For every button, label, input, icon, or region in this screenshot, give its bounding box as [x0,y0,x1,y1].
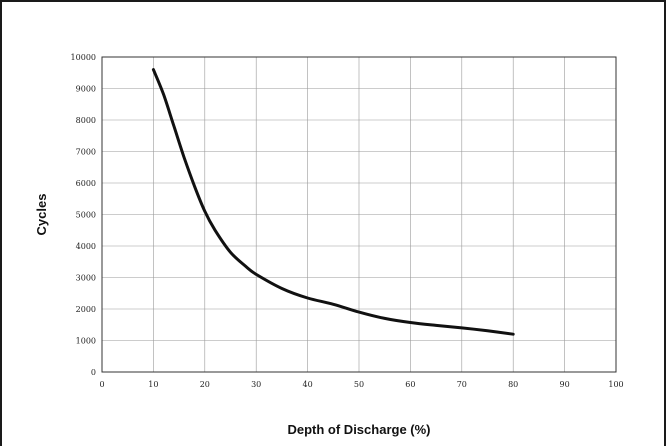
x-tick-label: 10 [148,380,158,389]
y-tick-label: 3000 [76,274,96,283]
x-tick-label: 50 [354,380,364,389]
x-tick-label: 80 [508,380,518,389]
x-tick-label: 40 [303,380,313,389]
y-tick-label: 9000 [76,85,96,94]
x-tick-label: 60 [405,380,415,389]
y-axis-label: Cycles [34,194,49,236]
y-tick-label: 4000 [76,242,96,251]
series-line-cycles [151,68,515,336]
x-tick-label: 100 [608,380,623,389]
x-tick-label: 90 [560,380,570,389]
y-tick-label: 5000 [76,211,96,220]
y-tick-label: 10000 [71,53,96,62]
x-tick-label: 20 [200,380,210,389]
plot-area [101,56,617,373]
grid-lines [101,56,617,373]
y-tick-label: 7000 [76,148,96,157]
x-axis-label: Depth of Discharge (%) [287,422,430,437]
x-tick-label: 0 [99,380,104,389]
x-tick-label: 30 [251,380,261,389]
y-tick-label: 2000 [76,305,96,314]
y-tick-label: 6000 [76,179,96,188]
x-tick-labels: 0 10 20 30 40 50 60 70 80 90 100 [99,380,623,389]
x-tick-label: 70 [457,380,467,389]
y-tick-label: 8000 [76,116,96,125]
y-tick-label: 1000 [76,337,96,346]
y-tick-label: 0 [91,368,96,377]
y-tick-labels: 0 1000 2000 3000 4000 5000 6000 7000 8000 9000 100… [71,53,96,377]
